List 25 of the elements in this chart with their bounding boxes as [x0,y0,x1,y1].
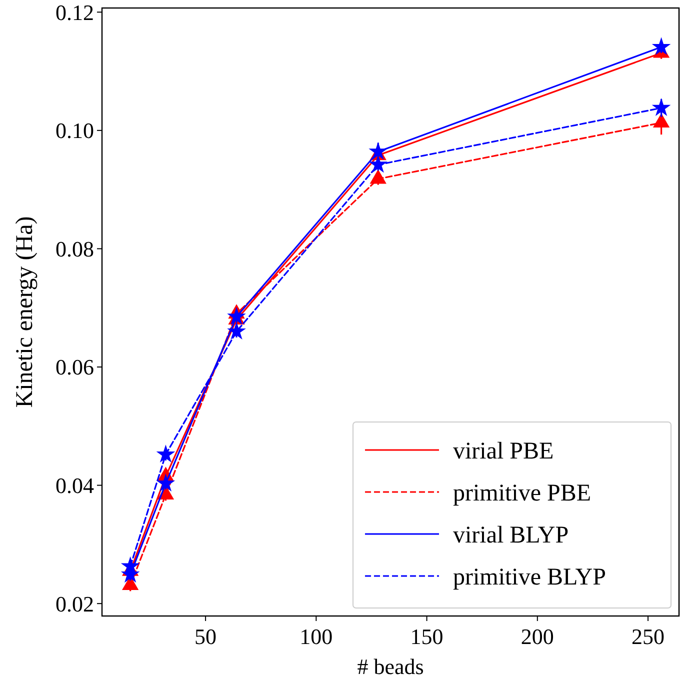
point [652,98,671,116]
y-tick-label: 0.10 [56,118,94,144]
x-tick-label: 100 [300,624,333,649]
y-tick-label: 0.06 [56,354,94,380]
legend-label: primitive BLYP [453,564,606,590]
y-tick-label: 0.12 [56,0,94,25]
point [652,113,670,128]
point [370,169,386,184]
y-tick-label: 0.04 [56,472,94,498]
point [156,474,176,492]
x-tick-label: 50 [194,624,217,649]
y-axis-title: Kinetic energy (Ha) [12,216,38,408]
x-axis-title: # beads [357,654,424,679]
point [652,37,671,56]
point [227,322,246,340]
point [156,444,176,463]
x-tick-label: 150 [410,624,444,649]
x-tick-label: 250 [632,624,665,649]
legend-label: primitive PBE [453,480,591,506]
x-tick-label: 200 [520,624,554,649]
y-tick-label: 0.02 [56,591,94,616]
y-tick-label: 0.08 [56,236,94,262]
legend-label: virial BLYP [453,522,569,548]
point [120,556,140,574]
legend-label: virial PBE [453,438,554,464]
